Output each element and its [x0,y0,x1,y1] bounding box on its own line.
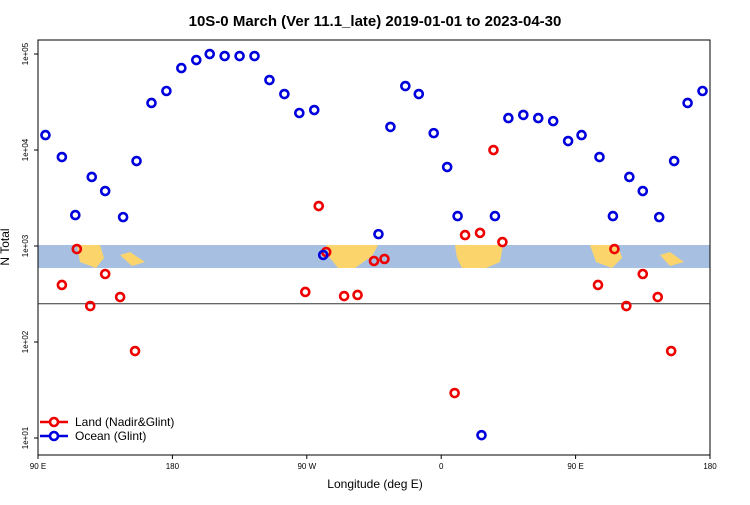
point [576,129,587,141]
point [652,291,664,303]
x-tick-label: 90 E [30,462,46,471]
point [114,291,126,303]
point [452,210,463,222]
point [449,387,460,399]
point [682,97,693,109]
point [56,279,68,291]
point [71,243,83,255]
point [161,85,172,97]
point [385,121,396,133]
point [413,88,425,100]
point [313,200,325,212]
legend-label: Ocean (Glint) [75,429,146,443]
point [56,151,68,163]
point [368,255,380,267]
point [594,151,605,163]
point [503,112,514,124]
point [264,74,275,86]
x-tick-label: 0 [439,462,444,471]
point [489,210,501,222]
point [653,211,665,223]
point [428,127,440,139]
x-tick-label: 180 [703,462,717,471]
point [697,85,708,97]
point [488,144,499,156]
point [562,135,574,147]
point [497,236,508,248]
point [592,279,604,291]
x-axis-label: Longitude (deg E) [327,477,422,491]
point [146,97,157,109]
point [117,211,129,223]
y-tick-label: 1e+02 [21,330,30,353]
point [441,161,453,173]
y-tick-label: 1e+03 [21,234,30,257]
point [204,48,216,60]
point [279,88,290,100]
point [294,107,305,119]
x-tick-label: 180 [166,462,180,471]
point [665,345,677,357]
point [547,115,559,127]
point [300,286,311,298]
point [99,185,111,197]
point [518,109,529,121]
point [609,243,620,255]
point [621,300,632,312]
legend-label: Land (Nadir&Glint) [75,415,174,429]
chart-title: 10S-0 March (Ver 11.1_late) 2019-01-01 t… [189,13,562,30]
y-tick-label: 1e+01 [21,426,30,449]
point [637,268,649,280]
point [607,210,619,222]
point [129,345,141,357]
point [474,227,486,239]
point [84,300,96,312]
y-axis-label: N Total [0,228,12,265]
point [352,289,363,301]
point [373,228,384,240]
point [637,185,649,197]
x-tick-label: 90 W [297,462,316,471]
y-tick-label: 1e+04 [21,138,30,161]
point [219,50,230,62]
y-tick-label: 1e+05 [21,42,30,65]
point [624,171,635,183]
point [70,209,81,221]
point [99,268,111,280]
x-tick-label: 90 E [567,462,583,471]
point [532,112,544,124]
point [400,80,411,92]
point [249,50,260,62]
point [234,50,245,62]
point [40,129,51,141]
point [459,229,471,241]
point [86,171,98,183]
point [190,54,202,66]
legend-marker [48,430,60,442]
point [668,155,680,167]
point [379,253,390,265]
point [338,290,350,302]
point [317,249,329,261]
point [308,104,320,116]
plot-frame [37,39,711,456]
legend-marker [48,416,60,428]
point [476,429,487,441]
point [131,155,142,167]
point [176,62,187,74]
